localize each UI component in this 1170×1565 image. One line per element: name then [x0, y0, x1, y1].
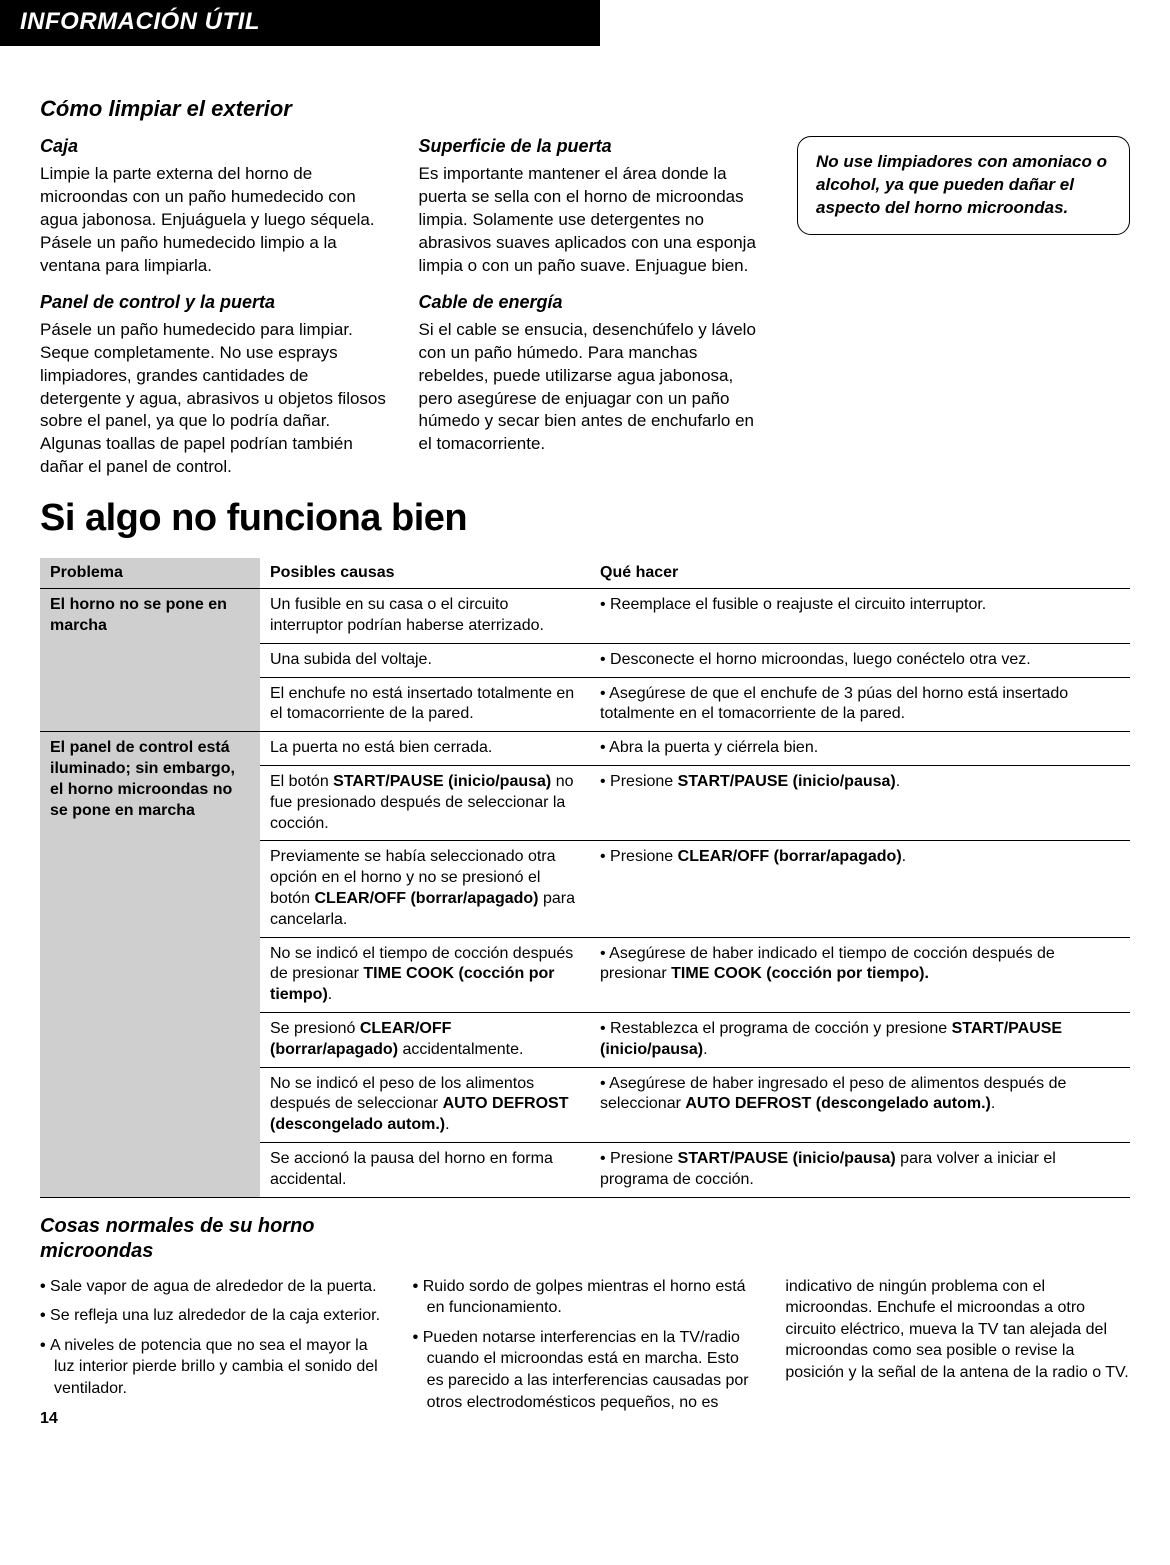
- cause-cell: No se indicó el tiempo de cocción despué…: [260, 937, 590, 1012]
- normal-col-3: indicativo de ningún problema con el mic…: [785, 1276, 1130, 1430]
- cleaning-col-3: No use limpiadores con amoniaco o alcoho…: [797, 96, 1130, 479]
- th-causes: Posibles causas: [260, 558, 590, 589]
- text-caja: Limpie la parte externa del horno de mic…: [40, 163, 391, 278]
- normal-section: Cosas normales de su horno microondas Sa…: [40, 1214, 1130, 1430]
- problem-cell: El horno no se pone en marcha: [40, 589, 260, 732]
- th-problem: Problema: [40, 558, 260, 589]
- action-cell: Presione CLEAR/OFF (borrar/apagado).: [590, 841, 1130, 937]
- cause-cell: Se presionó CLEAR/OFF (borrar/apagado) a…: [260, 1013, 590, 1068]
- cause-cell: Una subida del voltaje.: [260, 643, 590, 677]
- action-cell: Reemplace el fusible o reajuste el circu…: [590, 589, 1130, 644]
- section-banner: INFORMACIÓN ÚTIL: [0, 0, 600, 46]
- page-number: 14: [40, 1408, 385, 1430]
- normal-col-3-text: indicativo de ningún problema con el mic…: [785, 1276, 1130, 1384]
- text-cable: Si el cable se ensucia, desenchúfelo y l…: [419, 319, 770, 457]
- table-row: El panel de control está iluminado; sin …: [40, 732, 1130, 766]
- cause-cell: No se indicó el peso de los alimentos de…: [260, 1067, 590, 1142]
- action-cell: Desconecte el horno microondas, luego co…: [590, 643, 1130, 677]
- table-row: El horno no se pone en marchaUn fusible …: [40, 589, 1130, 644]
- warning-callout: No use limpiadores con amoniaco o alcoho…: [797, 136, 1130, 235]
- action-cell: Abra la puerta y ciérrela bien.: [590, 732, 1130, 766]
- cleaning-title: Cómo limpiar el exterior: [40, 96, 391, 122]
- text-panel: Pásele un paño humedecido para limpiar. …: [40, 319, 391, 480]
- subheading-caja: Caja: [40, 136, 391, 157]
- cause-cell: El botón START/PAUSE (inicio/pausa) no f…: [260, 766, 590, 841]
- subheading-cable: Cable de energía: [419, 292, 770, 313]
- th-action: Qué hacer: [590, 558, 1130, 589]
- action-cell: Presione START/PAUSE (inicio/pausa).: [590, 766, 1130, 841]
- cause-cell: La puerta no está bien cerrada.: [260, 732, 590, 766]
- cleaning-section: Cómo limpiar el exterior Caja Limpie la …: [40, 96, 1130, 479]
- problem-cell: El panel de control está iluminado; sin …: [40, 732, 260, 1197]
- list-item: Pueden notarse interferencias en la TV/r…: [413, 1327, 758, 1413]
- cause-cell: Se accionó la pausa del horno en forma a…: [260, 1142, 590, 1197]
- action-cell: Restablezca el programa de cocción y pre…: [590, 1013, 1130, 1068]
- list-item: A niveles de potencia que no sea el mayo…: [40, 1335, 385, 1400]
- troubleshoot-table: Problema Posibles causas Qué hacer El ho…: [40, 558, 1130, 1197]
- subheading-superficie: Superficie de la puerta: [419, 136, 770, 157]
- action-cell: Asegúrese de haber indicado el tiempo de…: [590, 937, 1130, 1012]
- action-cell: Asegúrese de que el enchufe de 3 púas de…: [590, 677, 1130, 732]
- table-header-row: Problema Posibles causas Qué hacer: [40, 558, 1130, 589]
- action-cell: Asegúrese de haber ingresado el peso de …: [590, 1067, 1130, 1142]
- list-item: Sale vapor de agua de alrededor de la pu…: [40, 1276, 385, 1298]
- table-body: El horno no se pone en marchaUn fusible …: [40, 589, 1130, 1197]
- text-superficie: Es importante mantener el área donde la …: [419, 163, 770, 278]
- list-item: Se refleja una luz alrededor de la caja …: [40, 1305, 385, 1327]
- normal-col-2: Ruido sordo de golpes mientras el horno …: [413, 1276, 758, 1430]
- subheading-panel: Panel de control y la puerta: [40, 292, 391, 313]
- cleaning-col-2: Superficie de la puerta Es importante ma…: [419, 96, 770, 479]
- action-cell: Presione START/PAUSE (inicio/pausa) para…: [590, 1142, 1130, 1197]
- normal-columns: Sale vapor de agua de alrededor de la pu…: [40, 1276, 1130, 1430]
- normal-title: Cosas normales de su horno microondas: [40, 1214, 360, 1264]
- cause-cell: Un fusible en su casa o el circuito inte…: [260, 589, 590, 644]
- troubleshoot-heading: Si algo no funciona bien: [40, 497, 1130, 540]
- cleaning-col-1: Cómo limpiar el exterior Caja Limpie la …: [40, 96, 391, 479]
- cause-cell: Previamente se había seleccionado otra o…: [260, 841, 590, 937]
- normal-col-1: Sale vapor de agua de alrededor de la pu…: [40, 1276, 385, 1430]
- list-item: Ruido sordo de golpes mientras el horno …: [413, 1276, 758, 1319]
- cause-cell: El enchufe no está insertado totalmente …: [260, 677, 590, 732]
